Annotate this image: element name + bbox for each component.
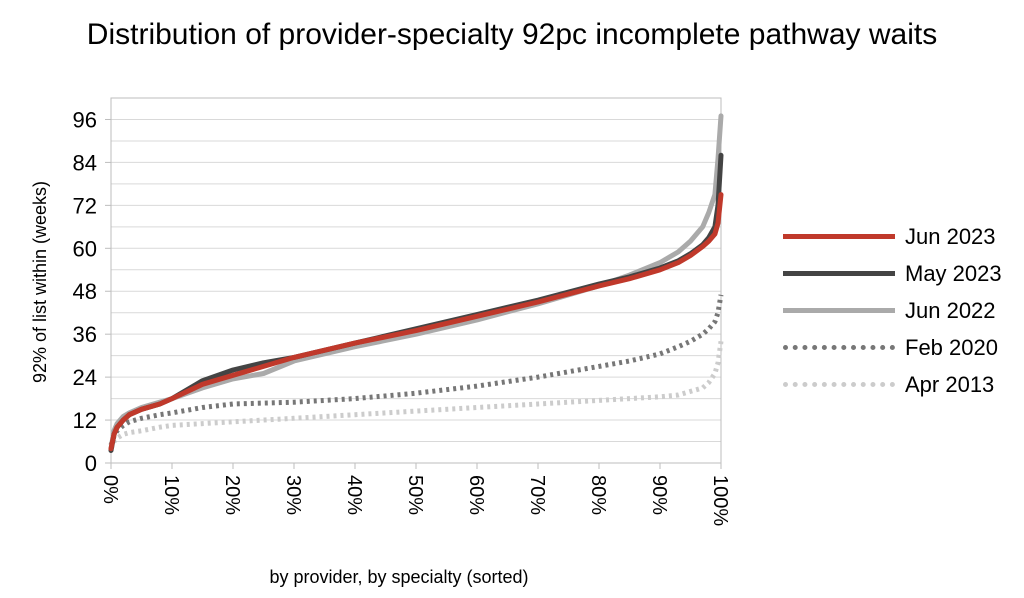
series-lines [108,113,724,453]
y-tick-label: 84 [73,150,97,175]
y-tick-label: 24 [73,365,97,390]
y-tick-label: 72 [73,193,97,218]
y-tick-label: 0 [85,451,97,476]
legend-swatch [783,234,895,239]
x-tick-label: 80% [587,475,609,515]
y-axis-title: 92% of list within (weeks) [30,181,50,383]
legend-item: Apr 2013 [783,366,1002,403]
legend-label: May 2023 [905,260,1002,286]
x-tick-label: 70% [526,475,548,515]
y-axis-ticks: 0 12 24 36 48 60 72 84 96 [73,107,111,476]
legend-item: Jun 2023 [783,218,1002,255]
x-axis-ticks: 0% 10% 20% 30% 40% 50% 60% 70% 80% 90% 100% [99,463,731,526]
series-line-jun-2023 [108,192,724,452]
x-tick-label: 100% [709,475,731,526]
legend: Jun 2023 May 2023 Jun 2022 Feb 2020 Apr 2013 [783,218,1002,403]
legend-item: Jun 2022 [783,292,1002,329]
legend-item: May 2023 [783,255,1002,292]
y-tick-label: 60 [73,236,97,261]
chart-title: Distribution of provider-specialty 92pc … [86,18,938,51]
x-tick-label: 90% [648,475,670,515]
y-tick-label: 48 [73,279,97,304]
series-line-apr-2013 [108,340,724,450]
legend-label: Jun 2023 [905,223,996,249]
x-tick-label: 20% [221,475,243,515]
y-tick-label: 96 [73,107,97,132]
y-tick-label: 12 [73,408,97,433]
x-tick-label: 0% [99,475,121,504]
legend-label: Apr 2013 [905,371,995,397]
x-tick-label: 10% [160,475,182,515]
series-line-feb-2020 [108,294,724,446]
x-axis-title: by provider, by specialty (sorted) [269,567,528,587]
legend-swatch [783,271,895,276]
y-tick-label: 36 [73,322,97,347]
legend-swatch [783,345,895,350]
gridlines [111,97,721,443]
legend-label: Jun 2022 [905,297,996,323]
x-tick-label: 60% [465,475,487,515]
legend-swatch [783,308,895,313]
legend-item: Feb 2020 [783,329,1002,366]
x-tick-label: 40% [343,475,365,515]
legend-label: Feb 2020 [905,334,998,360]
x-tick-label: 30% [282,475,304,515]
legend-swatch [783,382,895,387]
x-tick-label: 50% [404,475,426,515]
